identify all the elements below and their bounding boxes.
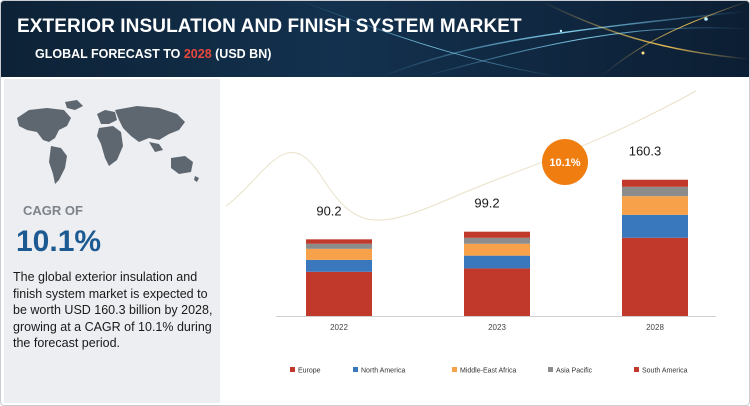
stacked-bar-chart: 90.2 2022 99.2 2023 160.3 2028 10.1% Europe Nort… (226, 90, 716, 375)
bar-2028-segment-2 (622, 214, 688, 238)
bar-2023-segment-3 (464, 243, 530, 256)
bar-2028-segment-1 (622, 237, 688, 316)
legend-label-2: North America (361, 368, 405, 375)
legend-swatch-5 (634, 367, 639, 372)
legend-swatch-1 (290, 367, 295, 372)
x-tick-label-2022: 2022 (330, 323, 348, 332)
bar-2023-segment-5 (464, 231, 530, 238)
banner-light-streaks (300, 1, 749, 77)
cagr-value: 10.1% (16, 225, 102, 258)
bar-total-label-2028: 160.3 (629, 144, 662, 159)
x-tick-label-2028: 2028 (646, 323, 664, 332)
bar-2028-segment-4 (622, 186, 688, 197)
legend-swatch-2 (353, 367, 358, 372)
bar-2022-segment-2 (306, 259, 372, 272)
legend-swatch-3 (452, 367, 457, 372)
world-map-icon (17, 100, 199, 184)
header-banner: EXTERIOR INSULATION AND FINISH SYSTEM MA… (1, 1, 749, 77)
x-tick-label-2023: 2023 (488, 323, 506, 332)
legend-label-4: Asia Pacific (556, 368, 593, 375)
legend-label-5: South America (642, 368, 688, 375)
bar-2023-segment-1 (464, 268, 530, 316)
summary-description: The global exterior insulation and finis… (13, 270, 213, 351)
page-title: EXTERIOR INSULATION AND FINISH SYSTEM MA… (17, 16, 522, 37)
bar-2028-segment-3 (622, 196, 688, 215)
bar-2023-segment-4 (464, 237, 530, 244)
bar-total-label-2023: 99.2 (474, 196, 499, 211)
bar-2022-segment-1 (306, 271, 372, 316)
subtitle-suffix: (USD BN) (211, 47, 272, 61)
bar-2022-segment-5 (306, 239, 372, 244)
legend-label-3: Middle-East Africa (460, 368, 517, 375)
bar-2023-segment-2 (464, 255, 530, 269)
subtitle-prefix: GLOBAL FORECAST TO (35, 47, 184, 61)
page-subtitle: GLOBAL FORECAST TO 2028 (USD BN) (35, 47, 271, 61)
cagr-bubble-label: 10.1% (549, 157, 580, 169)
cagr-bubble (542, 139, 588, 185)
legend-swatch-4 (548, 367, 553, 372)
bar-2022-segment-4 (306, 243, 372, 249)
legend-label-1: Europe (298, 368, 321, 375)
bar-2028-segment-5 (622, 179, 688, 187)
cagr-label: CAGR OF (23, 203, 83, 218)
bar-total-label-2022: 90.2 (316, 203, 341, 218)
bar-2022-segment-3 (306, 248, 372, 260)
subtitle-year: 2028 (183, 47, 212, 61)
